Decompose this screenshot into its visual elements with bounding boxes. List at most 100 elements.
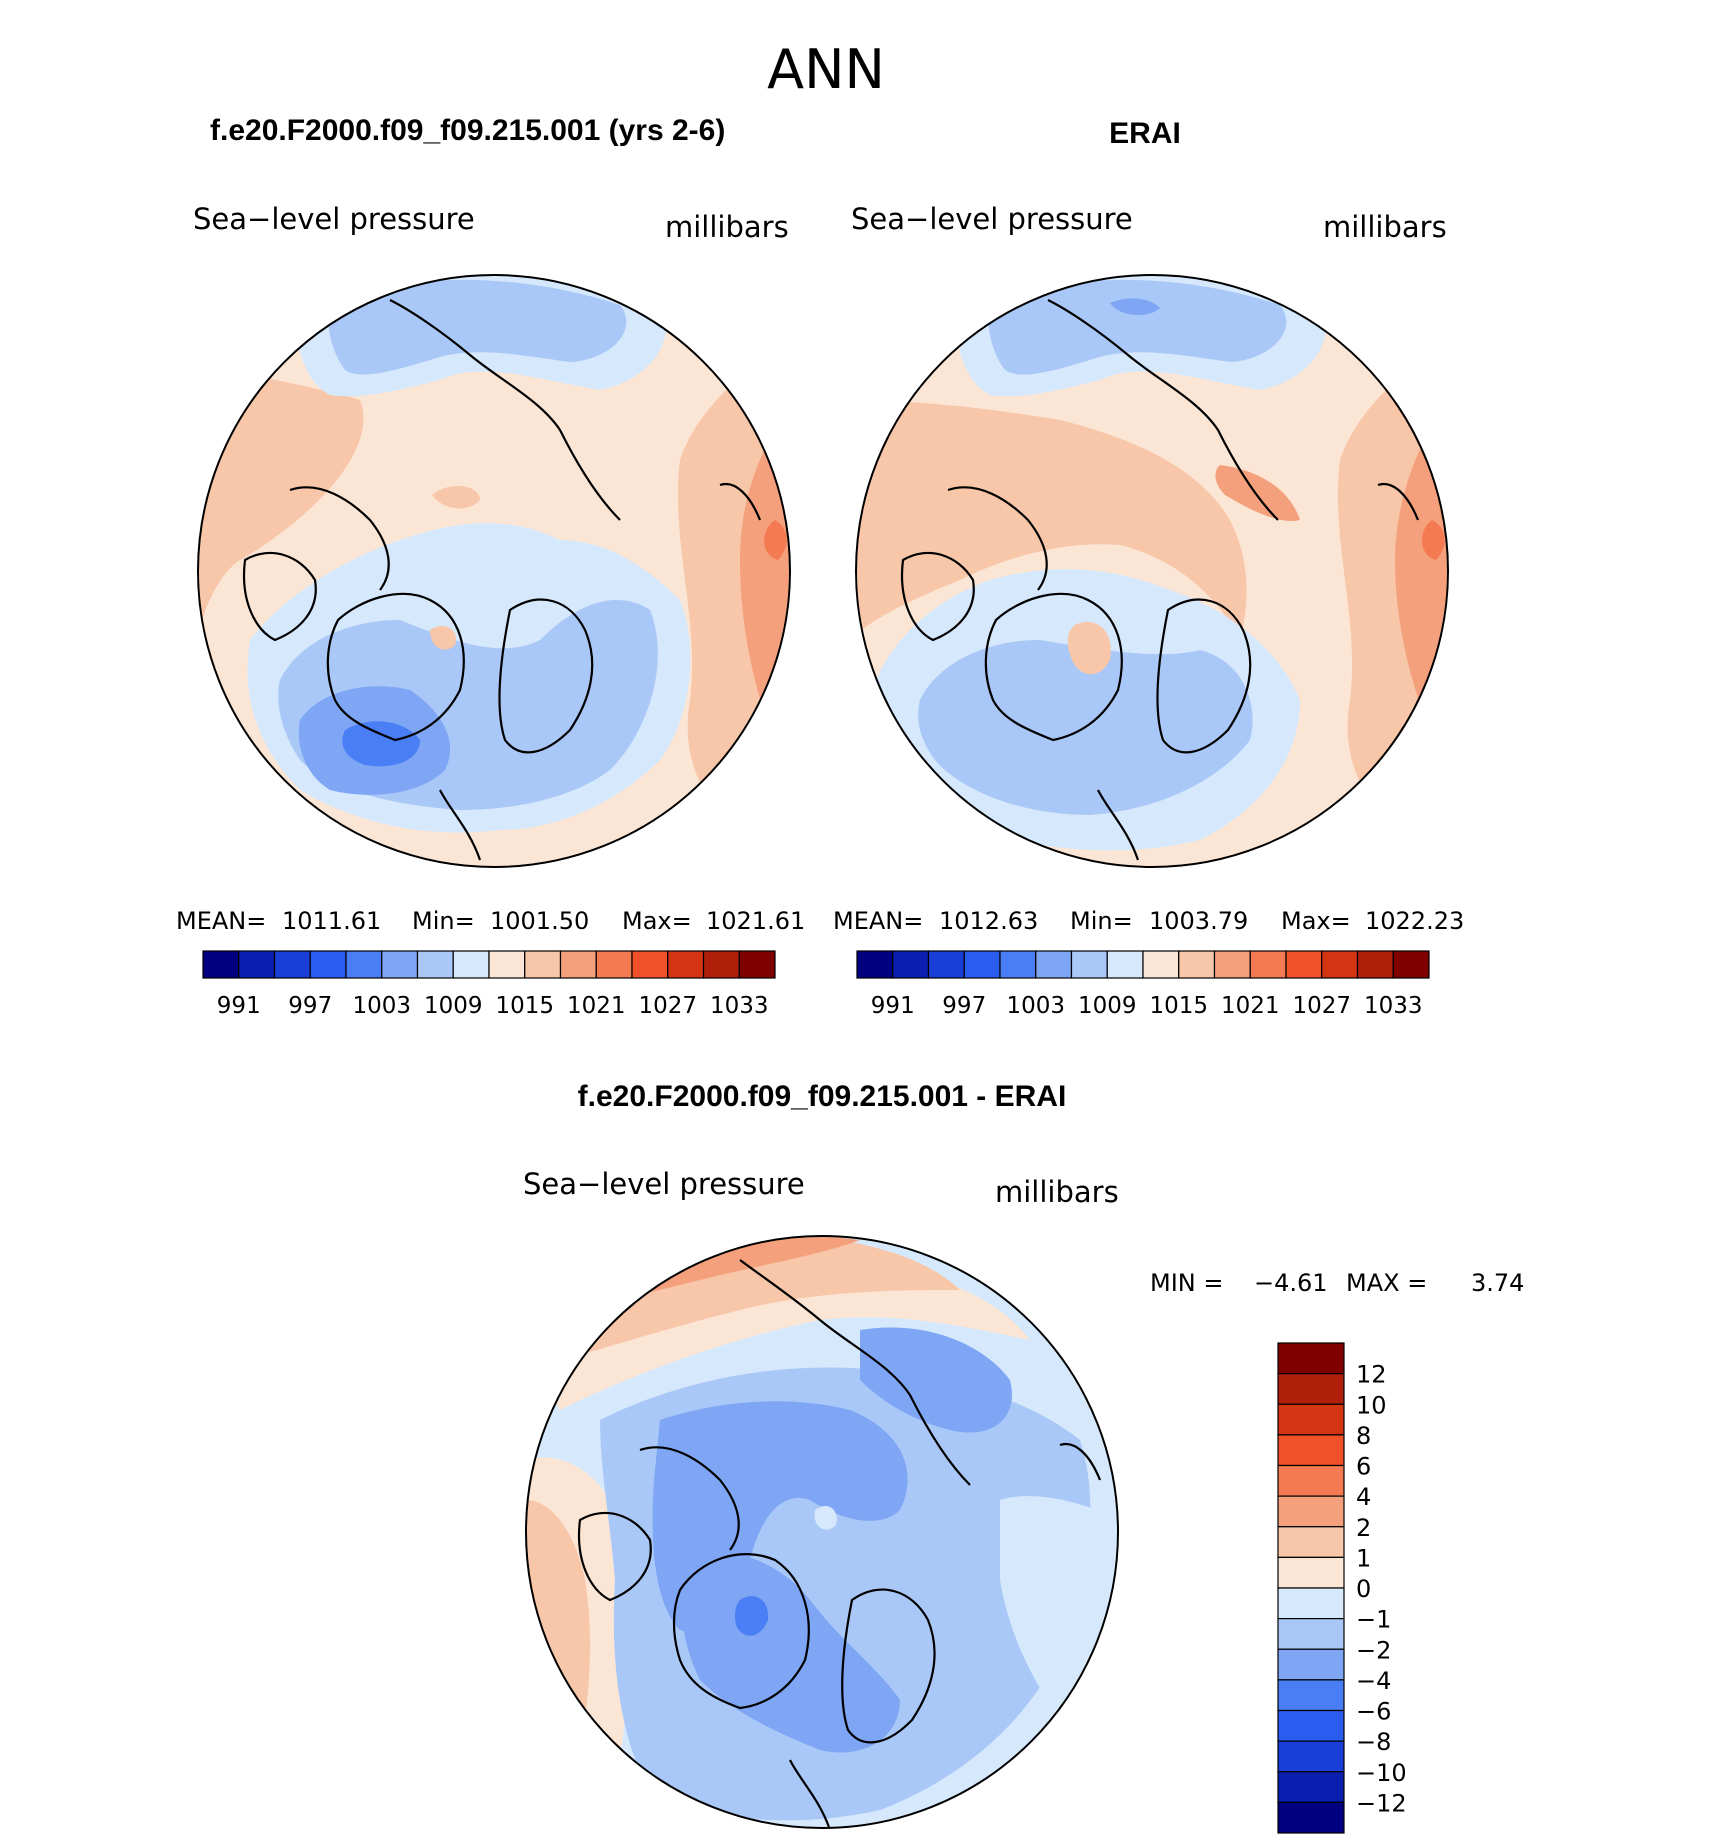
colorbar-diff-tick-label: 12	[1356, 1361, 1387, 1389]
colorbar-model-swatch	[488, 950, 526, 979]
map-region-low	[328, 279, 627, 375]
panel-diff-minmax: MIN = −4.61 MAX = 3.74	[1150, 1269, 1524, 1297]
panel-obs-map	[856, 275, 1448, 867]
panel-diff-max-value: 3.74	[1471, 1269, 1524, 1297]
colorbar-model-tick-label: 1021	[567, 993, 626, 1019]
map-region-high	[764, 520, 787, 560]
colorbar-obs-swatch	[999, 950, 1037, 979]
colorbar-diff-swatch	[1277, 1403, 1345, 1436]
panel-diff-max-label: MAX =	[1346, 1269, 1427, 1297]
panel-model-max-value: 1021.61	[706, 907, 805, 935]
panel-diff-min-label: MIN =	[1150, 1269, 1223, 1297]
panel-model-colorbar: 991 997 1003 1009 1015 1021 1027 1033	[202, 950, 776, 1019]
colorbar-diff-tick-label: 0	[1356, 1575, 1371, 1603]
panel-model-mean-value: 1011.61	[282, 907, 381, 935]
panel-model-coastlines	[242, 299, 762, 861]
colorbar-obs-tick-label: 991	[871, 993, 915, 1019]
colorbar-diff-swatch	[1277, 1648, 1345, 1681]
map-region-high	[432, 485, 480, 509]
colorbar-obs-swatch	[1213, 950, 1251, 979]
colorbar-model-swatch	[416, 950, 454, 979]
colorbar-obs-tick-label: 1021	[1221, 993, 1280, 1019]
colorbar-model-tick-label: 991	[217, 993, 261, 1019]
map-region-high	[198, 360, 364, 700]
colorbar-model-swatch	[381, 950, 419, 979]
panel-obs-max-label: Max=	[1281, 907, 1351, 935]
map-region-low	[735, 1596, 769, 1636]
figure-title: ANN	[767, 38, 885, 101]
panel-obs-case-title: ERAI	[1109, 117, 1181, 150]
colorbar-diff-tick-label: 2	[1356, 1514, 1371, 1542]
panel-obs: ERAI Sea−level pressure millibars	[833, 117, 1464, 1019]
panel-diff-min-value: −4.61	[1254, 1269, 1328, 1297]
colorbar-obs-swatch	[892, 950, 930, 979]
colorbar-diff-swatch	[1277, 1618, 1345, 1650]
panel-diff-units: millibars	[995, 1175, 1119, 1209]
colorbar-diff-tick-label: −12	[1356, 1789, 1407, 1817]
panel-model-max-label: Max=	[622, 907, 692, 935]
colorbar-obs-swatch	[1106, 950, 1144, 979]
colorbar-diff-tick-label: 1	[1356, 1544, 1371, 1572]
map-region-high	[1067, 621, 1111, 675]
colorbar-model-swatch	[345, 950, 383, 979]
colorbar-model-swatch	[202, 950, 240, 979]
colorbar-diff-swatch	[1277, 1495, 1345, 1528]
colorbar-diff-swatch	[1277, 1434, 1345, 1467]
map-region-low	[1110, 298, 1160, 315]
panel-obs-max-value: 1022.23	[1365, 907, 1464, 935]
colorbar-diff-swatch	[1277, 1740, 1345, 1773]
colorbar-obs-swatch	[1035, 950, 1073, 979]
colorbar-diff-swatch	[1277, 1342, 1345, 1375]
colorbar-obs-swatch	[1285, 950, 1323, 979]
colorbar-obs-swatch	[1356, 950, 1394, 979]
panel-model-min-value: 1001.50	[490, 907, 589, 935]
colorbar-model-swatch	[559, 950, 597, 979]
colorbar-diff-swatch	[1277, 1556, 1345, 1589]
panel-obs-min-label: Min=	[1070, 907, 1133, 935]
panel-diff-case-title: f.e20.F2000.f09_f09.215.001 - ERAI	[578, 1080, 1067, 1113]
colorbar-obs-tick-label: 1009	[1078, 993, 1137, 1019]
colorbar-obs-swatch	[1070, 950, 1108, 979]
panel-obs-variable: Sea−level pressure	[851, 202, 1133, 236]
colorbar-model-tick-label: 1033	[710, 993, 769, 1019]
map-region-high	[1421, 520, 1445, 560]
colorbar-diff-swatch	[1277, 1679, 1345, 1712]
panel-model-stats: MEAN= 1011.61 Min= 1001.50 Max= 1021.61	[176, 907, 805, 935]
colorbar-diff-swatch	[1277, 1587, 1345, 1620]
colorbar-model-swatch	[309, 950, 347, 979]
colorbar-obs-tick-label: 1015	[1149, 993, 1208, 1019]
panel-model-variable: Sea−level pressure	[193, 202, 475, 236]
colorbar-model-tick-label: 1009	[424, 993, 483, 1019]
map-region-low	[860, 1327, 1012, 1433]
colorbar-diff-swatch	[1277, 1709, 1345, 1742]
map-region-high	[1215, 465, 1300, 521]
panel-diff-variable: Sea−level pressure	[523, 1167, 805, 1201]
panel-diff-map	[526, 1236, 1118, 1828]
panel-obs-stats: MEAN= 1012.63 Min= 1003.79 Max= 1022.23	[833, 907, 1464, 935]
colorbar-diff-tick-label: 8	[1356, 1422, 1371, 1450]
colorbar-obs-swatch	[1321, 950, 1359, 979]
map-region-high	[430, 625, 456, 650]
colorbar-obs-tick-label: 1027	[1292, 993, 1351, 1019]
colorbar-obs-swatch	[1249, 950, 1287, 979]
colorbar-diff-swatch	[1277, 1373, 1345, 1405]
colorbar-obs-swatch	[1178, 950, 1216, 979]
panel-diff-coastlines	[577, 1259, 1102, 1828]
colorbar-model-swatch	[273, 950, 311, 979]
colorbar-diff-tick-label: −2	[1356, 1636, 1391, 1664]
colorbar-model-swatch	[452, 950, 490, 979]
panel-model: f.e20.F2000.f09_f09.215.001 (yrs 2-6) Se…	[176, 114, 805, 1019]
colorbar-obs-swatch	[963, 950, 1001, 979]
panel-model-case-title: f.e20.F2000.f09_f09.215.001 (yrs 2-6)	[210, 114, 725, 147]
panel-model-globe-outline	[197, 274, 791, 868]
colorbar-diff-swatch	[1277, 1464, 1345, 1497]
map-region-low	[988, 279, 1287, 375]
colorbar-diff-tick-label: 6	[1356, 1453, 1371, 1481]
panel-obs-colorbar: 991 997 1003 1009 1015 1021 1027 1033	[856, 950, 1430, 1019]
colorbar-model-swatch	[595, 950, 633, 979]
panel-diff: f.e20.F2000.f09_f09.215.001 - ERAI Sea−l…	[523, 1080, 1524, 1834]
colorbar-obs-tick-label: 1003	[1006, 993, 1065, 1019]
map-region-low	[342, 721, 420, 767]
